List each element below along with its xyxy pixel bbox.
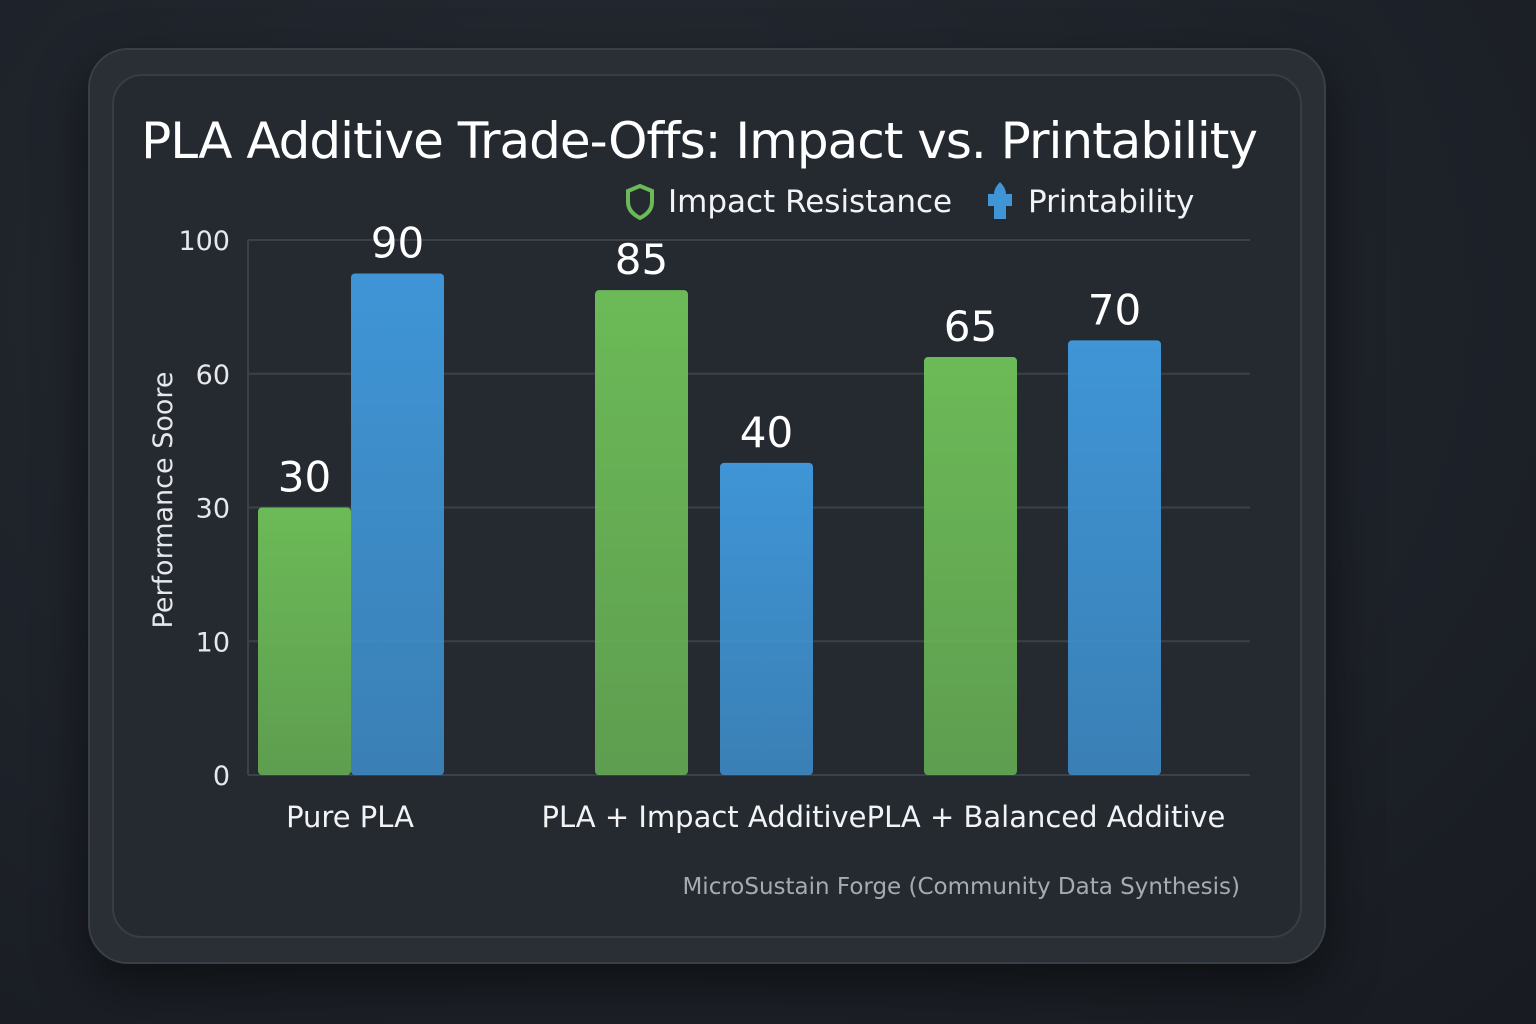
bar-impact-resistance (258, 507, 351, 775)
data-label: 90 (371, 218, 424, 267)
legend-label: Impact Resistance (668, 184, 952, 220)
y-axis-label: Performance Soore (148, 372, 179, 629)
x-tick-label: PLA + Impact Additive (541, 800, 866, 834)
legend-label: Printability (1028, 184, 1194, 220)
x-tick-label: Pure PLA (286, 800, 414, 834)
bar-printability (1068, 340, 1161, 775)
data-label: 65 (944, 302, 997, 351)
plus-drop-icon (988, 182, 1012, 219)
data-label: 85 (615, 235, 668, 284)
bar-impact-resistance (595, 290, 688, 775)
y-tick-label: 30 (196, 494, 230, 525)
x-tick-label: PLA + Balanced Additive (867, 800, 1226, 834)
chart-title: PLA Additive Trade-Offs: Impact vs. Prin… (141, 112, 1258, 170)
data-label: 30 (278, 453, 331, 502)
y-tick-label: 0 (213, 761, 230, 792)
y-tick-label: 10 (196, 627, 230, 658)
bar-printability (351, 273, 444, 775)
bar-printability (720, 462, 813, 775)
bar-impact-resistance (924, 357, 1017, 775)
data-label: 40 (740, 408, 793, 457)
y-tick-label: 60 (196, 360, 230, 391)
shield-icon (626, 183, 654, 221)
y-tick-label: 100 (178, 226, 230, 257)
source-footer: MicroSustain Forge (Community Data Synth… (682, 874, 1240, 900)
data-label: 70 (1088, 285, 1141, 334)
